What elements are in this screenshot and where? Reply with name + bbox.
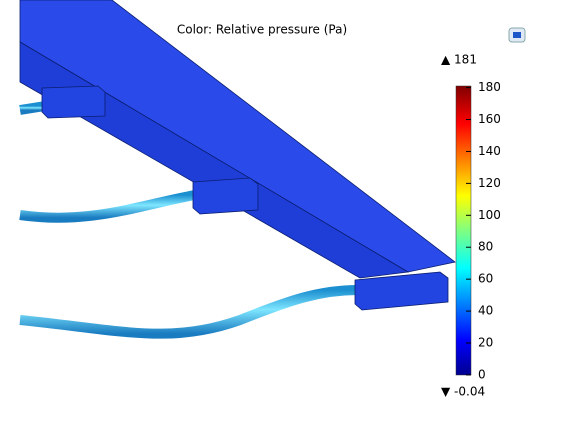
- colorbar-tick-label: 140: [478, 144, 501, 158]
- geometry: [19, 0, 456, 339]
- tube: [19, 190, 196, 223]
- colorbar: [455, 85, 472, 376]
- view-icon-inner: [513, 32, 521, 38]
- colorbar-tick-label: 0: [478, 367, 486, 381]
- tube: [19, 101, 46, 115]
- plot-title: Color: Relative pressure (Pa): [177, 23, 347, 37]
- outlet-box: [354, 271, 449, 311]
- colorbar-tick-label: 180: [478, 80, 501, 94]
- colorbar-tick-label: 160: [478, 112, 501, 126]
- outlet-box: [41, 85, 106, 119]
- colorbar-tick-label: 20: [478, 336, 493, 350]
- colorbar-tick-label: 80: [478, 240, 493, 254]
- colorbar-tick-label: 60: [478, 272, 493, 286]
- min-label: ▼ -0.04: [441, 385, 485, 399]
- colorbar-tick-label: 100: [478, 208, 501, 222]
- max-label: ▲ 181: [441, 53, 477, 67]
- channel-top: [19, 0, 456, 273]
- channel-side: [19, 41, 410, 279]
- colorbar-tick-label: 120: [478, 176, 501, 190]
- tube: [19, 285, 359, 339]
- colorbar-tick-label: 40: [478, 304, 493, 318]
- outlet-box: [192, 177, 259, 215]
